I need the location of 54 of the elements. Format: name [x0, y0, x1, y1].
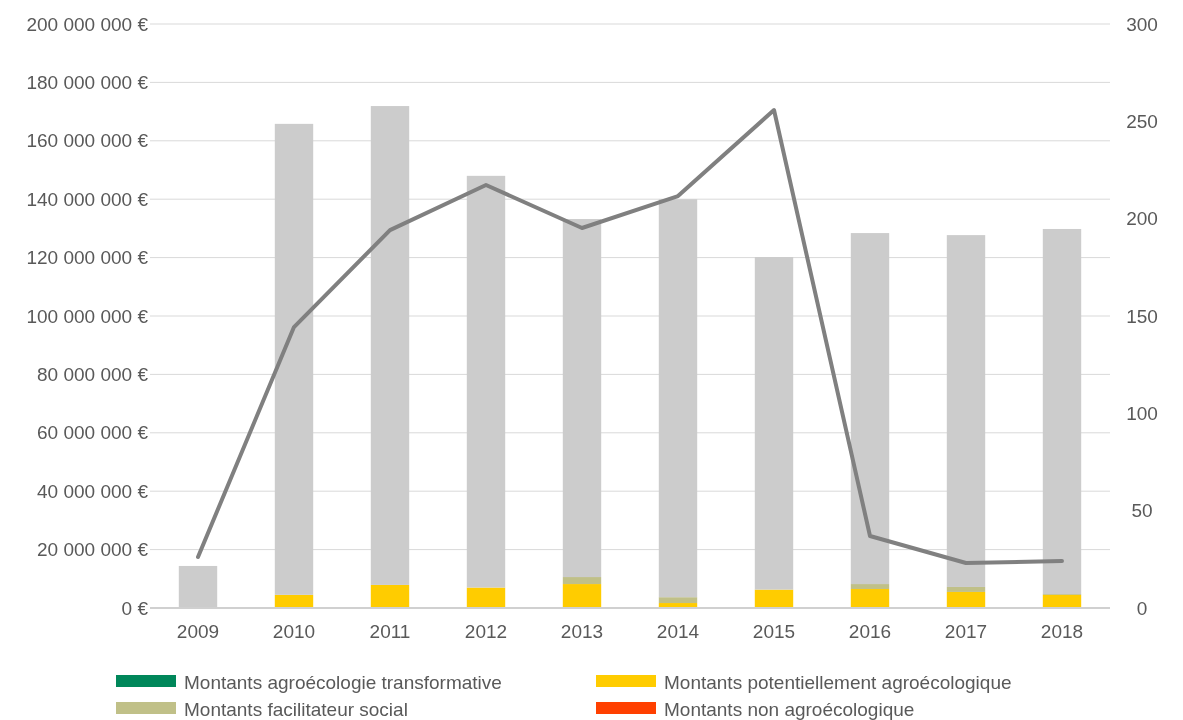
y-tick-label: 200 000 000 € — [26, 13, 149, 35]
x-tick-label: 2009 — [176, 621, 220, 642]
bar — [754, 257, 794, 590]
legend-label: Montants potentiellement agroécologique — [664, 671, 1012, 693]
x-tick-label: 2010 — [272, 621, 316, 642]
y-tick-label: 160 000 000 € — [26, 130, 149, 152]
legend-label: Montants facilitateur social — [184, 698, 408, 720]
y2-tick-label: 250 — [1126, 110, 1158, 132]
bar — [1042, 594, 1082, 608]
y2-tick-label: 0 — [1136, 597, 1148, 619]
bar — [274, 594, 314, 608]
bar — [658, 199, 698, 598]
y-tick-label: 40 000 000 € — [37, 480, 149, 502]
y-tick-label: 20 000 000 € — [37, 539, 149, 561]
bar — [370, 584, 410, 608]
bar — [946, 591, 986, 608]
y2-tick-label: 300 — [1126, 13, 1158, 35]
bar — [562, 584, 602, 608]
bar — [850, 584, 890, 590]
legend-label: Montants agroécologie transformative — [184, 671, 502, 693]
bar — [466, 175, 506, 588]
y-tick-label: 100 000 000 € — [26, 305, 149, 327]
bar — [562, 577, 602, 585]
x-tick-label: 2017 — [944, 621, 988, 642]
y-tick-label: 140 000 000 € — [26, 188, 149, 210]
y2-tick-label: 100 — [1126, 402, 1158, 424]
bar — [562, 219, 602, 578]
bar — [370, 106, 410, 585]
y-tick-label: 120 000 000 € — [26, 247, 149, 269]
y2-tick-label: 200 — [1126, 208, 1158, 230]
bar — [850, 233, 890, 585]
x-tick-label: 2013 — [560, 621, 604, 642]
y2-tick-label: 50 — [1131, 500, 1153, 522]
x-tick-label: 2015 — [752, 621, 796, 642]
bar — [274, 123, 314, 595]
x-tick-label: 2011 — [369, 621, 411, 642]
bar — [850, 589, 890, 608]
bar — [1042, 228, 1082, 594]
bar — [466, 587, 506, 608]
x-tick-label: 2016 — [848, 621, 892, 642]
y-tick-label: 180 000 000 € — [26, 72, 149, 94]
y-tick-label: 0 € — [121, 597, 149, 619]
x-tick-label: 2014 — [656, 621, 700, 642]
y2-tick-label: 150 — [1126, 305, 1158, 327]
line-series — [196, 108, 1064, 566]
bar — [754, 589, 794, 608]
y-tick-label: 80 000 000 € — [37, 364, 149, 386]
x-tick-label: 2018 — [1040, 621, 1084, 642]
bar — [946, 235, 986, 587]
bar — [658, 597, 698, 604]
x-tick-label: 2012 — [464, 621, 508, 642]
legend-label: Montants non agroécologique — [664, 698, 915, 720]
y-tick-label: 60 000 000 € — [37, 422, 149, 444]
bar — [946, 586, 986, 592]
